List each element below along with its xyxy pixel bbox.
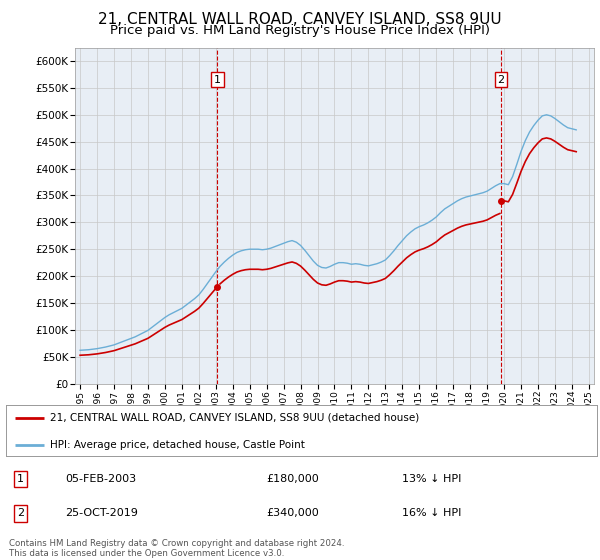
Text: 1: 1 bbox=[214, 74, 221, 85]
Text: 21, CENTRAL WALL ROAD, CANVEY ISLAND, SS8 9UU: 21, CENTRAL WALL ROAD, CANVEY ISLAND, SS… bbox=[98, 12, 502, 27]
Text: 1: 1 bbox=[17, 474, 24, 484]
Text: Contains HM Land Registry data © Crown copyright and database right 2024.
This d: Contains HM Land Registry data © Crown c… bbox=[9, 539, 344, 558]
Text: 2: 2 bbox=[497, 74, 505, 85]
Text: 13% ↓ HPI: 13% ↓ HPI bbox=[402, 474, 461, 484]
Text: £340,000: £340,000 bbox=[266, 508, 319, 519]
Text: HPI: Average price, detached house, Castle Point: HPI: Average price, detached house, Cast… bbox=[50, 440, 305, 450]
Text: 21, CENTRAL WALL ROAD, CANVEY ISLAND, SS8 9UU (detached house): 21, CENTRAL WALL ROAD, CANVEY ISLAND, SS… bbox=[50, 413, 419, 423]
Text: Price paid vs. HM Land Registry's House Price Index (HPI): Price paid vs. HM Land Registry's House … bbox=[110, 24, 490, 37]
Text: 05-FEB-2003: 05-FEB-2003 bbox=[65, 474, 136, 484]
Text: 16% ↓ HPI: 16% ↓ HPI bbox=[402, 508, 461, 519]
Text: 25-OCT-2019: 25-OCT-2019 bbox=[65, 508, 138, 519]
Text: 2: 2 bbox=[17, 508, 25, 519]
Text: £180,000: £180,000 bbox=[266, 474, 319, 484]
